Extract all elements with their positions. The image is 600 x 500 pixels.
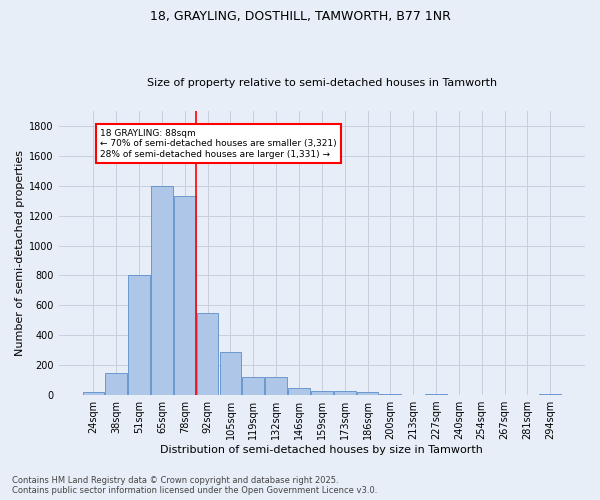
Bar: [106, 374, 127, 395]
Bar: [83, 392, 104, 395]
Text: Contains HM Land Registry data © Crown copyright and database right 2025.
Contai: Contains HM Land Registry data © Crown c…: [12, 476, 377, 495]
Bar: [334, 392, 356, 395]
Bar: [311, 392, 332, 395]
Bar: [265, 377, 287, 395]
Bar: [220, 352, 241, 395]
Bar: [288, 388, 310, 395]
Bar: [425, 394, 447, 395]
Bar: [197, 313, 218, 395]
Bar: [174, 196, 196, 395]
Bar: [379, 394, 401, 395]
Bar: [356, 392, 379, 395]
Bar: [242, 377, 264, 395]
Bar: [128, 274, 150, 395]
Bar: [539, 394, 561, 395]
Text: 18 GRAYLING: 88sqm
← 70% of semi-detached houses are smaller (3,321)
28% of semi: 18 GRAYLING: 88sqm ← 70% of semi-detache…: [100, 129, 337, 158]
Title: Size of property relative to semi-detached houses in Tamworth: Size of property relative to semi-detach…: [147, 78, 497, 88]
Bar: [151, 186, 173, 395]
Y-axis label: Number of semi-detached properties: Number of semi-detached properties: [15, 150, 25, 356]
Text: 18, GRAYLING, DOSTHILL, TAMWORTH, B77 1NR: 18, GRAYLING, DOSTHILL, TAMWORTH, B77 1N…: [149, 10, 451, 23]
X-axis label: Distribution of semi-detached houses by size in Tamworth: Distribution of semi-detached houses by …: [160, 445, 483, 455]
